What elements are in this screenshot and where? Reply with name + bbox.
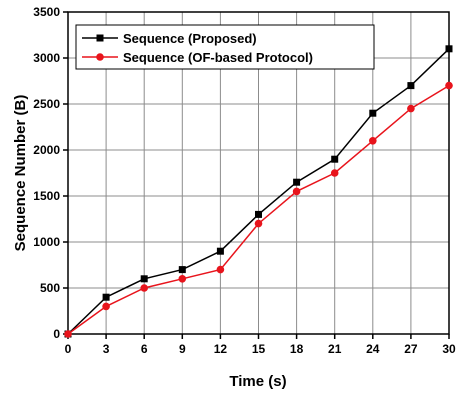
x-tick-label: 30 [442, 342, 456, 356]
data-point-circle [330, 169, 339, 177]
x-axis-title: Time (s) [229, 373, 286, 390]
data-point-square [293, 178, 301, 186]
data-point-square [102, 293, 110, 301]
x-tick-label: 9 [179, 342, 186, 356]
data-point-circle [178, 275, 187, 283]
x-tick-label: 0 [65, 342, 72, 356]
data-point-circle [64, 330, 72, 338]
x-tick-label: 3 [103, 342, 110, 356]
data-point-square [255, 210, 262, 218]
x-tick-label: 12 [214, 342, 228, 356]
series-1 [64, 45, 453, 338]
y-tick-label: 500 [40, 281, 60, 295]
y-axis-title: Sequence Number (B) [12, 95, 29, 252]
x-tick-label: 27 [404, 342, 418, 356]
data-point-circle [102, 302, 110, 311]
data-point-circle [445, 81, 453, 90]
data-series [64, 45, 453, 338]
legend-label: Sequence (OF-based Protocol) [123, 50, 313, 65]
x-tick-label: 15 [252, 342, 266, 356]
y-tick-label: 1000 [33, 235, 60, 249]
data-point-circle [407, 104, 415, 113]
axis-ticks: 0 3 6 9 12 15 18 21 24 27 30 0 500 1000 1500 2000 2500 30… [33, 5, 456, 356]
legend-marker-circle [96, 53, 104, 61]
y-tick-label: 1500 [33, 189, 60, 203]
y-tick-label: 3500 [33, 5, 60, 19]
data-point-square [331, 155, 339, 163]
x-tick-label: 6 [141, 342, 148, 356]
x-tick-label: 21 [328, 342, 342, 356]
data-point-circle [140, 284, 148, 292]
data-point-circle [216, 265, 225, 274]
x-tick-label: 24 [366, 342, 380, 356]
legend: Sequence (Proposed) Sequence (OF-based Pr… [75, 24, 375, 70]
data-point-circle [254, 219, 263, 228]
data-point-square [216, 247, 224, 255]
legend-item: Sequence (OF-based Protocol) [82, 50, 313, 65]
x-tick-label: 18 [290, 342, 304, 356]
series-2 [64, 81, 453, 338]
legend-label: Sequence (Proposed) [123, 31, 257, 46]
data-point-circle [369, 137, 377, 145]
data-point-square [140, 275, 148, 283]
data-point-square [369, 109, 377, 117]
y-tick-label: 0 [53, 327, 60, 341]
y-tick-label: 3000 [33, 51, 60, 65]
data-point-square [178, 266, 186, 274]
legend-marker-square [96, 34, 104, 42]
y-tick-label: 2000 [33, 143, 60, 157]
legend-box [75, 24, 375, 70]
data-point-square [445, 45, 453, 53]
y-tick-label: 2500 [33, 97, 60, 111]
data-point-circle [292, 187, 301, 196]
legend-item: Sequence (Proposed) [82, 31, 257, 46]
data-point-square [407, 82, 415, 90]
